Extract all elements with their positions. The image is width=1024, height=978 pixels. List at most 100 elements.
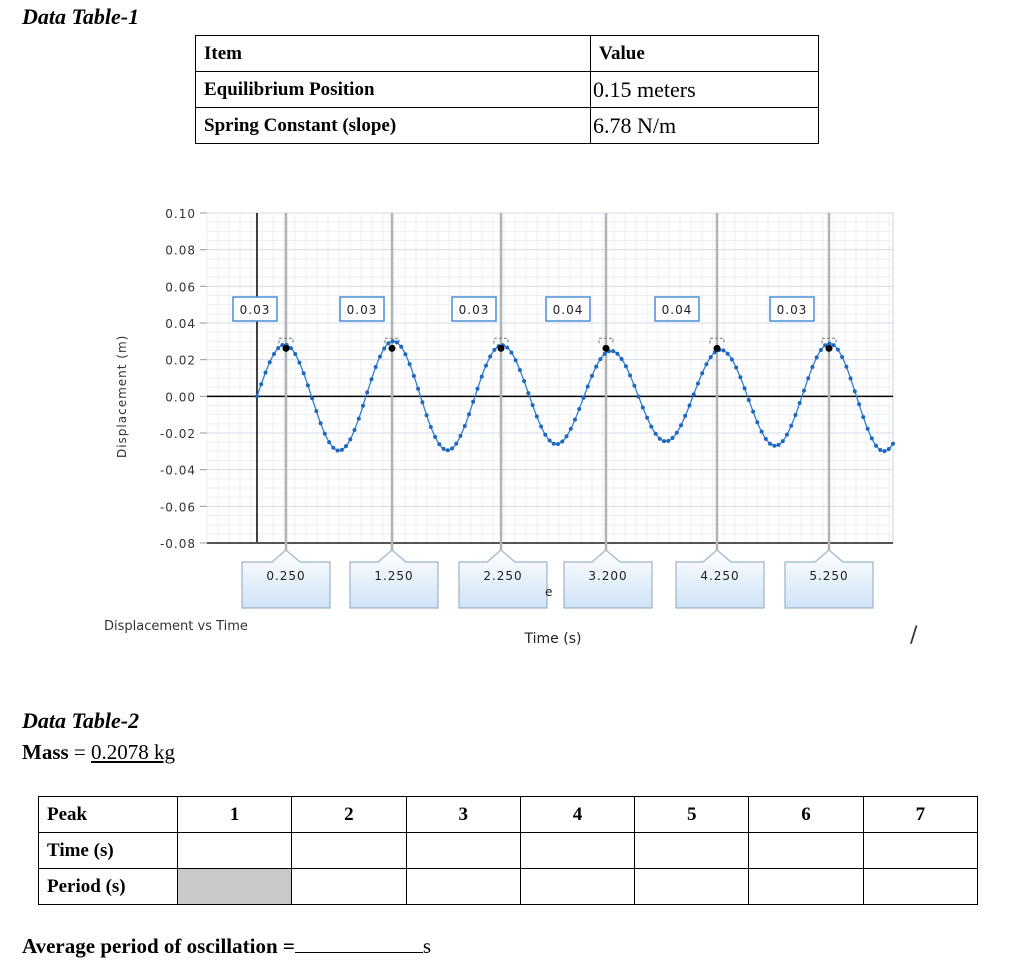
- peak-label-box: [232, 296, 278, 322]
- data-point: [411, 373, 416, 378]
- peak-bracket: [384, 337, 400, 344]
- data-point: [857, 402, 862, 407]
- peak-number: 6: [748, 796, 864, 833]
- data-point: [768, 441, 772, 446]
- peak-label: 0.03: [459, 303, 490, 317]
- data-point: [259, 382, 264, 387]
- peak-bracket: [821, 337, 837, 344]
- x-axis-label: Time (s): [524, 631, 582, 647]
- average-period-label: Average period of oscillation =: [22, 934, 295, 958]
- data-point: [840, 355, 845, 359]
- data-point: [394, 340, 399, 345]
- time-row-label: Time (s): [38, 832, 178, 869]
- data-point: [445, 448, 450, 453]
- data-point: [585, 384, 590, 389]
- data-point: [763, 436, 768, 441]
- data-point: [645, 415, 650, 420]
- row-value: 6.78 N/m: [590, 107, 819, 144]
- item-header: Item: [195, 35, 591, 72]
- data-point: [814, 355, 819, 360]
- data-point: [509, 350, 514, 355]
- y-tick-label: -0.06: [160, 500, 196, 514]
- data-point: [327, 440, 332, 445]
- data-point: [623, 364, 628, 369]
- time-marker-box: [349, 549, 439, 609]
- data-point: [437, 442, 442, 447]
- data-point: [522, 379, 527, 384]
- data-point: [471, 399, 476, 404]
- data-point: [530, 403, 535, 408]
- data-point: [793, 413, 798, 417]
- y-tick-label: 0.10: [165, 207, 196, 221]
- data-point: [806, 376, 811, 381]
- data-point: [827, 341, 832, 346]
- row-item: Equilibrium Position: [195, 71, 591, 108]
- data-point: [640, 405, 645, 410]
- stray-label: e: [545, 585, 552, 599]
- peak-label: 0.04: [553, 303, 584, 317]
- time-marker-label: 0.250: [266, 569, 305, 583]
- time-marker-box: [563, 549, 653, 609]
- data-point: [276, 346, 281, 351]
- period-cell[interactable]: [634, 868, 750, 905]
- data-point: [573, 417, 577, 422]
- peak-point: [282, 344, 290, 352]
- period-cell[interactable]: [405, 868, 521, 905]
- period-row-label: Period (s): [38, 868, 178, 905]
- data-point: [416, 386, 421, 391]
- table-row: Equilibrium Position 0.15 meters: [195, 71, 819, 108]
- data-point: [590, 373, 594, 378]
- time-cell[interactable]: [176, 832, 293, 869]
- data-point: [738, 375, 743, 380]
- time-cell[interactable]: [405, 832, 521, 869]
- data-point: [543, 432, 548, 437]
- data-point: [344, 444, 348, 449]
- average-period-blank[interactable]: [294, 934, 423, 953]
- data-point: [789, 423, 794, 428]
- chart-grid: [206, 212, 894, 544]
- data-point: [513, 358, 518, 363]
- peak-label: 0.03: [347, 303, 378, 317]
- data-point: [861, 415, 866, 420]
- data-point: [467, 412, 471, 417]
- data-point: [441, 446, 446, 451]
- time-cell[interactable]: [748, 832, 864, 869]
- data-point: [301, 371, 306, 376]
- data-point: [670, 436, 675, 440]
- data-point: [484, 363, 488, 368]
- data-point: [335, 448, 340, 453]
- period-cell[interactable]: [291, 868, 407, 905]
- peak-label-box: [654, 296, 700, 322]
- data-point: [734, 365, 739, 370]
- data-point: [632, 383, 637, 388]
- data-point: [653, 431, 658, 436]
- time-cell[interactable]: [634, 832, 750, 869]
- peak-number: 4: [519, 796, 636, 833]
- data-point: [636, 394, 641, 399]
- data-point: [475, 386, 480, 391]
- data-point: [458, 433, 463, 438]
- time-cell[interactable]: [291, 832, 407, 869]
- data-point: [539, 424, 544, 429]
- peak-label-box: [769, 296, 815, 322]
- peak-label-box: [451, 296, 497, 322]
- period-cell[interactable]: [519, 868, 636, 905]
- table1-title: Data Table-1: [22, 4, 140, 29]
- mass-value: 0.2078 kg: [91, 740, 176, 764]
- data-table-1: Item Value Equilibrium Position 0.15 met…: [195, 35, 819, 144]
- time-marker-label: 3.200: [588, 569, 627, 583]
- data-point: [594, 364, 599, 369]
- data-point: [691, 392, 696, 397]
- time-cell[interactable]: [519, 832, 636, 869]
- table2-title: Data Table-2: [22, 708, 140, 733]
- data-point: [386, 341, 391, 346]
- data-point: [378, 354, 382, 359]
- y-tick-label: -0.02: [160, 427, 196, 441]
- mass-equals: =: [68, 740, 92, 764]
- data-point: [339, 447, 344, 452]
- y-tick-label: 0.06: [165, 280, 196, 294]
- period-cell[interactable]: [748, 868, 864, 905]
- period-cell[interactable]: [862, 868, 979, 905]
- data-point: [878, 448, 883, 452]
- time-cell[interactable]: [862, 832, 979, 869]
